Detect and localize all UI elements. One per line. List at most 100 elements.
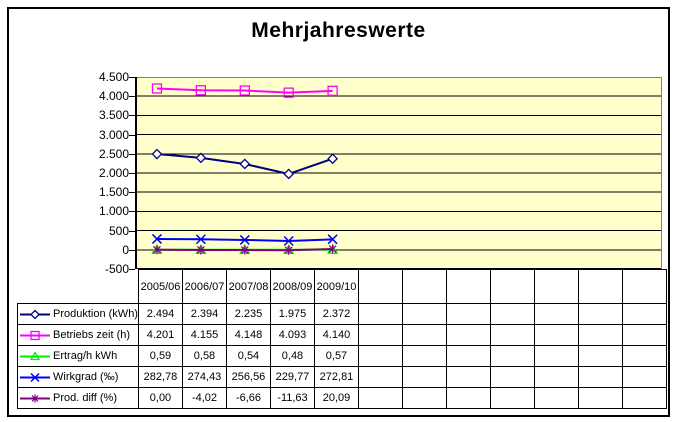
series-marker-x-icon: [239, 234, 250, 245]
legend-item: Betriebs zeit (h): [17, 324, 139, 346]
value-cell: 2.235: [225, 303, 271, 325]
y-axis-tick-label: 2.000: [98, 166, 129, 180]
value-cell: 1.975: [269, 303, 315, 325]
series-marker-square-icon: [283, 87, 294, 98]
series-marker-diamond-icon: [327, 153, 339, 165]
series-marker-asterisk-icon: [240, 245, 249, 255]
value-cell: 0,58: [181, 345, 227, 367]
value-cell: [577, 324, 623, 346]
value-cell: [445, 345, 491, 367]
value-cell: [533, 324, 579, 346]
category-cell: [533, 269, 579, 304]
category-cell: [401, 269, 447, 304]
value-cell: 2.372: [313, 303, 359, 325]
legend-marker-glyph: [30, 330, 40, 340]
category-cell: [357, 269, 403, 304]
y-axis-tick-label: 4.000: [98, 89, 129, 104]
value-cell: [401, 345, 447, 367]
value-cell: [533, 303, 579, 325]
y-axis-tick-mark: [129, 115, 135, 116]
legend-item: Produktion (kWh): [17, 303, 139, 325]
value-cell: [489, 366, 535, 388]
value-cell: [533, 366, 579, 388]
y-axis-tick-mark: [129, 135, 135, 136]
value-cell: [577, 366, 623, 388]
legend-label: Prod. diff (%): [53, 392, 117, 405]
y-axis-tick-label: 0: [122, 242, 129, 257]
category-cell: 2009/10: [313, 269, 359, 304]
plot-area: [135, 77, 662, 269]
value-cell: 274,43: [181, 366, 227, 388]
series-marker-x-icon: [195, 234, 206, 245]
value-cell: [489, 324, 535, 346]
value-cell: [489, 387, 535, 409]
legend-marker-glyph: [31, 394, 39, 403]
legend-marker-diamond-icon: [20, 309, 50, 319]
category-cell: [489, 269, 535, 304]
value-cell: 0,48: [269, 345, 315, 367]
value-cell: [357, 366, 403, 388]
value-cell: [577, 303, 623, 325]
series-marker-square-icon: [239, 85, 250, 96]
legend-marker-glyph: [30, 309, 40, 319]
legend-label: Produktion (kWh): [53, 308, 138, 321]
legend-marker-glyph: [30, 372, 40, 382]
y-axis-tick-mark: [129, 173, 135, 174]
legend-item: Ertrag/h kWh: [17, 345, 139, 367]
category-cell: 2005/06: [137, 269, 183, 304]
legend-marker-asterisk-icon: [20, 394, 50, 403]
value-cell: 256,56: [225, 366, 271, 388]
value-cell: 229,77: [269, 366, 315, 388]
legend-marker-triangle-icon: [20, 350, 50, 360]
table-row-5: Prod. diff (%) 0,00 -4,02 -6,66 -11,63 20,09: [17, 387, 667, 409]
category-cell: 2006/07: [181, 269, 227, 304]
value-cell: [621, 324, 667, 346]
series-marker-diamond-icon: [151, 148, 163, 160]
y-axis-tick-mark: [129, 154, 135, 155]
y-axis-tick-mark: [129, 269, 135, 270]
category-cell: 2008/09: [269, 269, 315, 304]
value-cell: [401, 366, 447, 388]
value-cell: 20,09: [313, 387, 359, 409]
value-cell: [401, 324, 447, 346]
value-cell: 4.148: [225, 324, 271, 346]
category-cell: [445, 269, 491, 304]
value-cell: 4.155: [181, 324, 227, 346]
y-axis-tick-label: 1.500: [98, 185, 129, 200]
plot-svg: [135, 77, 662, 269]
category-cell: [577, 269, 623, 304]
value-cell: 2.494: [137, 303, 183, 325]
legend-label: Ertrag/h kWh: [53, 350, 118, 363]
table-row-1: Produktion (kWh) 2.494 2.394 2.235 1.975 2.37…: [17, 303, 667, 325]
value-cell: 4.201: [137, 324, 183, 346]
value-cell: [489, 303, 535, 325]
y-axis-tick-mark: [129, 231, 135, 232]
table-row-4: Wirkgrad (‰) 282,78 274,43 256,56 229,77 272,…: [17, 366, 667, 388]
value-cell: [357, 345, 403, 367]
legend-marker-x-icon: [20, 372, 50, 382]
value-cell: [533, 345, 579, 367]
legend-item: Wirkgrad (‰): [17, 366, 139, 388]
y-axis-tick-mark: [129, 192, 135, 193]
legend-label: Wirkgrad (‰): [53, 371, 119, 384]
value-cell: [533, 387, 579, 409]
series-marker-square-icon: [195, 85, 207, 96]
series-marker-square-icon: [327, 85, 338, 96]
series-marker-asterisk-icon: [328, 244, 337, 254]
category-row: 2005/06 2006/07 2007/08 2008/09 2009/10: [18, 269, 667, 304]
value-cell: [445, 366, 491, 388]
value-cell: [445, 387, 491, 409]
series-line-2: [156, 87, 333, 94]
value-cell: [621, 303, 667, 325]
series-marker-x-icon: [283, 235, 294, 247]
series-marker-square-icon: [151, 83, 163, 94]
value-cell: [445, 303, 491, 325]
value-cell: [445, 324, 491, 346]
chart-title: Mehrjahreswerte: [251, 19, 426, 42]
y-axis-tick-label: 3.000: [98, 127, 129, 142]
y-axis-tick-label: -500: [104, 262, 129, 276]
value-cell: [577, 345, 623, 367]
value-cell: 2.394: [181, 303, 227, 325]
y-axis-tick-label: 3.500: [98, 108, 129, 123]
